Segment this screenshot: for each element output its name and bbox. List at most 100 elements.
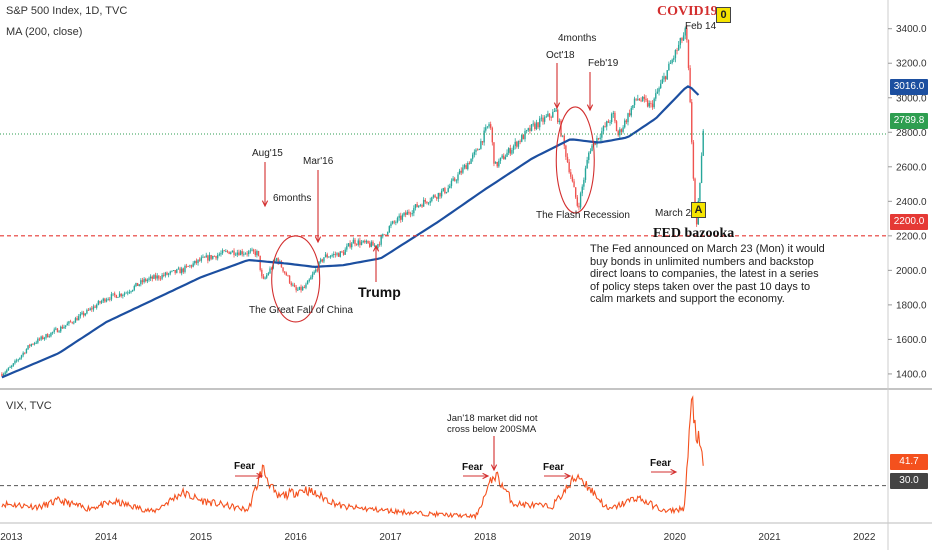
candle-body	[120, 293, 122, 296]
candle-body	[107, 298, 109, 300]
candle-body	[287, 275, 289, 277]
candle-body	[653, 98, 655, 108]
candle-body	[354, 239, 356, 245]
y-tick-label: 3000.0	[896, 93, 927, 104]
y-tick-label: 2200.0	[896, 231, 927, 242]
candle-body	[71, 322, 73, 323]
candle-body	[367, 240, 369, 244]
candle-body	[197, 259, 199, 264]
candle-body	[171, 270, 173, 272]
candle-body	[434, 195, 436, 198]
vix-line-group	[1, 395, 704, 521]
candle-body	[158, 275, 160, 279]
candle-body	[372, 241, 374, 246]
candle-body	[545, 116, 547, 118]
candle-body	[231, 250, 234, 253]
candle-body	[382, 234, 384, 237]
candle-body	[436, 197, 438, 199]
candle-body	[467, 163, 469, 170]
candle-body	[408, 211, 410, 214]
candle-body	[254, 251, 256, 256]
candle-body	[365, 240, 368, 243]
candle-body	[141, 280, 144, 283]
candle-body	[97, 301, 100, 305]
candle-body	[692, 142, 695, 179]
candle-body	[233, 250, 235, 255]
candle-body	[334, 253, 337, 255]
arrow-feb19	[586, 72, 594, 112]
fear-label-2015: Fear	[234, 461, 256, 472]
symbol-title[interactable]: S&P 500 Index, 1D, TVC	[6, 5, 128, 17]
candle-body	[421, 204, 423, 207]
candle-body	[154, 275, 157, 279]
candle-body	[478, 148, 480, 150]
candle-body	[449, 185, 451, 189]
candle-body	[45, 334, 47, 338]
candle-body	[12, 363, 15, 366]
candle-body	[566, 156, 569, 163]
candle-body	[378, 244, 381, 246]
candle-body	[51, 331, 54, 333]
candle-body	[584, 168, 587, 180]
candle-body	[355, 244, 358, 245]
candle-body	[48, 336, 51, 338]
ma-line-group	[1, 85, 700, 379]
vix-title[interactable]: VIX, TVC	[6, 400, 52, 412]
candle-body	[491, 127, 494, 143]
candle-body	[496, 161, 498, 167]
candle-body	[555, 109, 557, 112]
candle-body	[19, 357, 21, 360]
candle-body	[216, 255, 219, 259]
candle-body	[125, 292, 127, 294]
candle-body	[601, 131, 603, 138]
candle-body	[426, 201, 428, 204]
candle-body	[648, 103, 650, 107]
candle-body	[185, 265, 188, 267]
candle-body	[401, 215, 404, 220]
candle-body	[187, 266, 189, 267]
candles	[1, 25, 704, 378]
candle-body	[35, 342, 37, 344]
candle-body	[163, 274, 165, 276]
ma-200-line	[1, 85, 700, 379]
candle-body	[69, 321, 72, 323]
candle-body	[151, 276, 153, 279]
candle-body	[60, 326, 62, 332]
indicator-label[interactable]: MA (200, close)	[6, 26, 83, 38]
candle-body	[66, 323, 68, 326]
candle-body	[32, 343, 34, 345]
arrow-fear-2020	[651, 468, 678, 476]
candle-body	[270, 268, 273, 270]
candle-body	[215, 256, 217, 259]
candle-body	[133, 286, 136, 290]
candle-body	[86, 309, 88, 314]
candle-body	[145, 278, 147, 282]
candle-body	[200, 257, 203, 261]
candle-body	[267, 273, 270, 276]
candle-body	[169, 271, 171, 274]
candle-body	[414, 204, 417, 209]
candle-body	[91, 308, 93, 310]
candle-body	[146, 279, 149, 282]
candle-body	[284, 271, 286, 273]
four-months-label: 4months	[558, 33, 597, 44]
candle-body	[96, 304, 98, 308]
candle-body	[422, 199, 425, 207]
candle-body	[159, 278, 162, 280]
candle-body	[92, 306, 95, 310]
candle-body	[195, 260, 198, 264]
candle-body	[127, 292, 129, 294]
candle-body	[153, 275, 155, 279]
candle-body	[17, 359, 19, 361]
candle-body	[431, 197, 433, 201]
candle-body	[521, 135, 523, 142]
candle-body	[489, 124, 492, 128]
candle-body	[470, 158, 472, 164]
candle-body	[113, 293, 116, 296]
candle-body	[637, 98, 639, 100]
candle-body	[331, 255, 333, 257]
candle-body	[691, 102, 693, 143]
candle-body	[642, 96, 644, 101]
y-tick-label: 2000.0	[896, 266, 927, 277]
candle-body	[524, 131, 526, 140]
